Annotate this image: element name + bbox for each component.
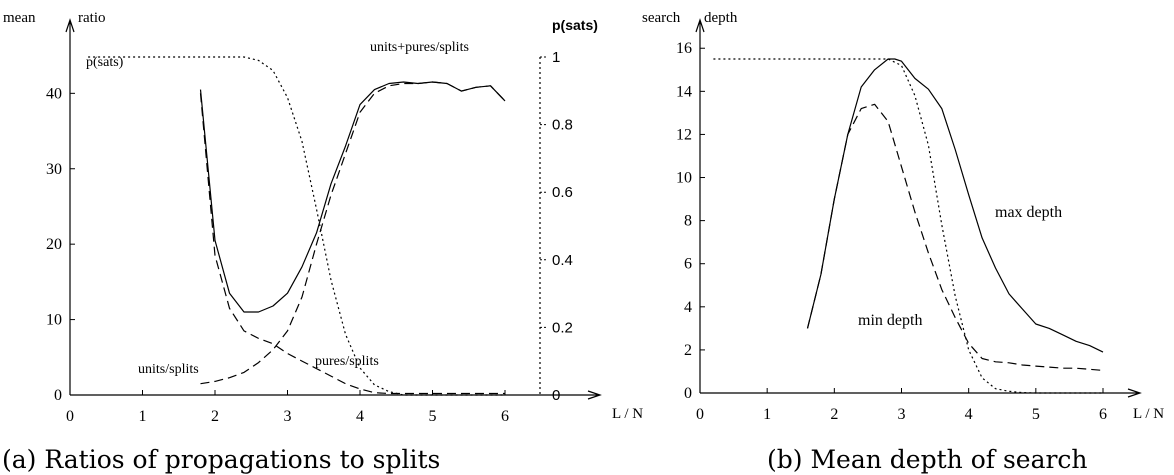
left-ylabel-ratio: ratio (78, 10, 106, 26)
a-xtick-label: 1 (139, 408, 147, 425)
b-ytick-label: 16 (676, 40, 692, 57)
a-ytick-label: 20 (46, 236, 62, 253)
x-axis-label-b: L / N (1133, 406, 1164, 422)
chart-a-ratios: mean ratio p(sats) L / N (a) Ratios of p… (2, 10, 643, 474)
y-axis-b (695, 18, 705, 393)
a-rtick-label: 0.8 (552, 117, 573, 134)
label-units-pures-splits: units+pures/splits (370, 40, 469, 55)
b-ytick-label: 0 (684, 385, 692, 402)
b-xtick-label: 3 (898, 406, 906, 423)
y-axis-a (65, 18, 75, 395)
a-series-units-pures-splits (199, 81, 506, 313)
a-rtick-label: 0.2 (552, 319, 573, 336)
left-ylabel-mean: mean (3, 10, 36, 26)
label-units-splits: units/splits (138, 362, 199, 377)
a-ytick-label: 10 (46, 312, 62, 329)
chart-b-depth: search depth L / N (b) Mean depth of sea… (642, 10, 1164, 474)
b-xtick-label: 4 (965, 406, 973, 423)
label-psats: p(sats) (86, 55, 124, 70)
b-ytick-label: 6 (684, 256, 692, 273)
b-ytick-label: 4 (684, 299, 692, 316)
b-ytick-label: 14 (676, 83, 692, 100)
left-ylabel-search: search (642, 10, 681, 26)
x-axis-label: L / N (612, 406, 643, 422)
b-series-max-depth (806, 58, 1104, 353)
label-max-depth: max depth (995, 204, 1062, 221)
a-series-units-splits (200, 81, 506, 385)
right-ylabel-psats: p(sats) (552, 17, 598, 33)
b-xtick-label: 2 (830, 406, 838, 423)
b-series-p-sats- (713, 58, 1103, 394)
chart-b-caption: (b) Mean depth of search (767, 445, 1088, 474)
a-xtick-label: 4 (356, 408, 364, 425)
b-ytick-label: 10 (676, 170, 692, 187)
a-ytick-label: 40 (46, 85, 62, 102)
a-rtick-label: 1 (552, 49, 560, 66)
label-min-depth: min depth (858, 312, 922, 329)
x-axis-b (700, 388, 1142, 398)
x-axis-a (70, 390, 602, 400)
a-rtick-label: 0 (552, 387, 560, 404)
a-rtick-label: 0.6 (552, 184, 573, 201)
left-ylabel-depth: depth (704, 10, 738, 26)
a-rtick-label: 0.4 (552, 252, 573, 269)
a-xtick-label: 2 (211, 408, 219, 425)
b-xtick-label: 1 (763, 406, 771, 423)
a-xtick-label: 0 (66, 408, 74, 425)
b-xtick-label: 5 (1032, 406, 1040, 423)
b-xtick-label: 0 (696, 406, 704, 423)
b-xtick-label: 6 (1099, 406, 1107, 423)
b-ytick-label: 12 (676, 126, 692, 143)
a-xtick-label: 3 (284, 408, 292, 425)
b-series-min-depth (806, 103, 1104, 371)
a-ytick-label: 0 (54, 387, 62, 404)
a-xtick-label: 5 (429, 408, 437, 425)
b-ytick-label: 8 (684, 213, 692, 230)
label-pures-splits: pures/splits (315, 354, 379, 369)
a-ytick-label: 30 (46, 161, 62, 178)
b-ytick-label: 2 (684, 342, 692, 359)
a-series-pures-splits (199, 93, 505, 395)
a-xtick-label: 6 (501, 408, 509, 425)
chart-a-caption: (a) Ratios of propagations to splits (2, 445, 440, 474)
a-series-p-sats- (88, 56, 505, 396)
